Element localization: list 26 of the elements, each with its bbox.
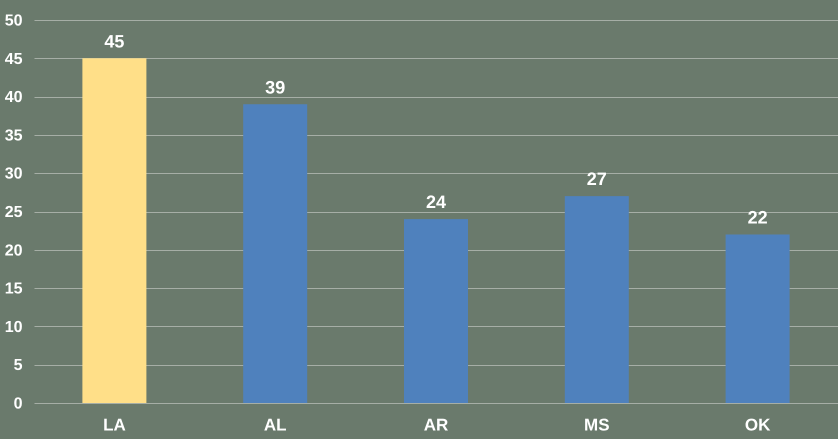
y-tick-label: 35 bbox=[4, 127, 23, 144]
data-label: 22 bbox=[748, 207, 768, 228]
y-tick-label: 0 bbox=[14, 396, 23, 412]
bar bbox=[404, 219, 468, 403]
y-tick-label: 40 bbox=[4, 89, 23, 106]
bar bbox=[726, 234, 790, 403]
y-tick-label: 30 bbox=[4, 166, 23, 183]
x-tick-label: LA bbox=[103, 416, 126, 434]
bar bbox=[564, 196, 629, 403]
x-tick-label: MS bbox=[584, 416, 610, 434]
x-tick-label: AR bbox=[424, 416, 448, 434]
y-tick-label: 10 bbox=[4, 318, 23, 336]
x-tick-label: OK bbox=[744, 416, 772, 434]
bar bbox=[82, 58, 146, 403]
data-label: 24 bbox=[426, 192, 446, 212]
y-tick-label: 25 bbox=[4, 204, 23, 221]
data-label: 27 bbox=[586, 169, 607, 190]
y-tick-label: 20 bbox=[4, 242, 23, 260]
data-label: 45 bbox=[104, 31, 124, 52]
y-tick-label: 50 bbox=[4, 12, 23, 30]
y-tick-label: 15 bbox=[4, 280, 23, 298]
bar bbox=[243, 104, 308, 403]
data-label: 39 bbox=[265, 77, 286, 98]
y-tick-label: 5 bbox=[14, 357, 23, 374]
x-tick-label: AL bbox=[264, 416, 287, 434]
y-tick-label: 45 bbox=[4, 50, 23, 68]
